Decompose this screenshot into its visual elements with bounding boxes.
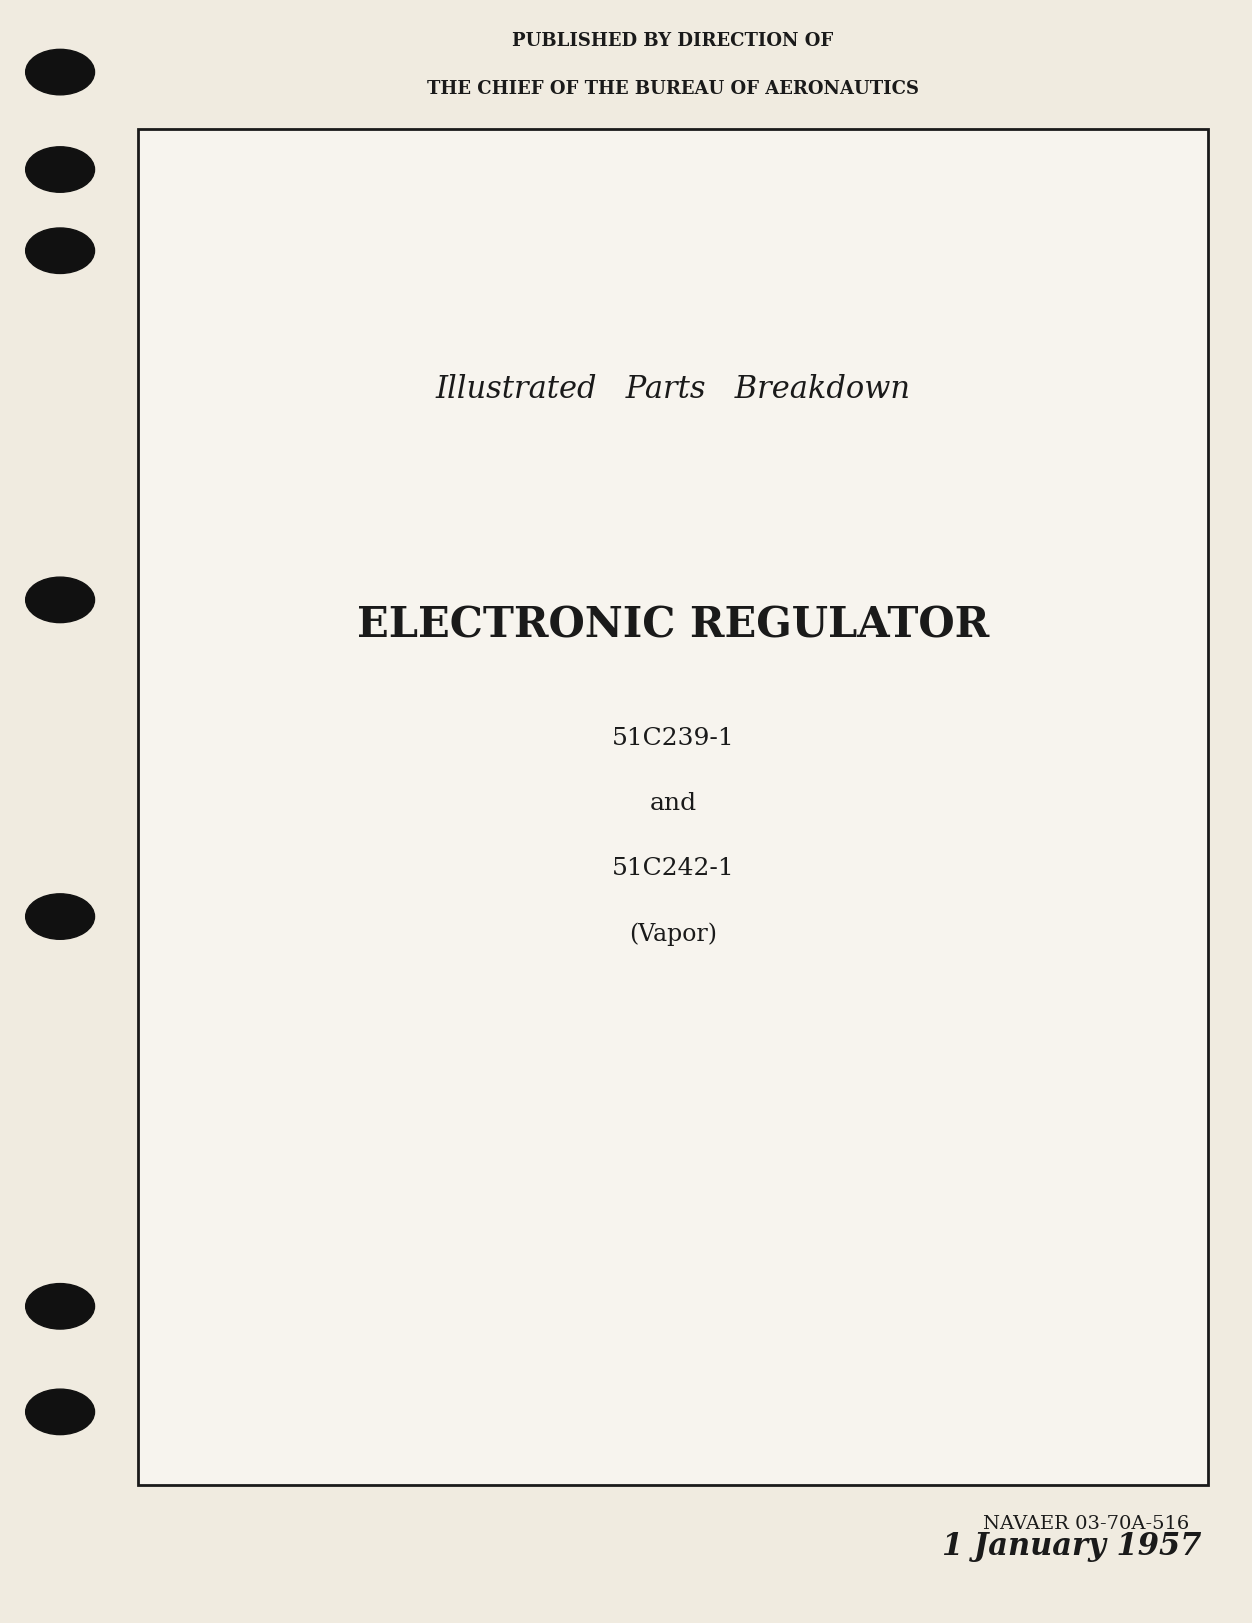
Text: (Vapor): (Vapor): [629, 922, 717, 945]
Ellipse shape: [25, 578, 95, 623]
Text: THE CHIEF OF THE BUREAU OF AERONAUTICS: THE CHIEF OF THE BUREAU OF AERONAUTICS: [427, 80, 919, 99]
Ellipse shape: [25, 148, 95, 193]
Text: 51C239-1: 51C239-1: [612, 727, 734, 750]
Text: PUBLISHED BY DIRECTION OF: PUBLISHED BY DIRECTION OF: [512, 31, 834, 50]
Text: and: and: [650, 792, 696, 815]
Ellipse shape: [25, 1284, 95, 1329]
Bar: [138, 130, 1208, 1485]
Ellipse shape: [25, 50, 95, 96]
Ellipse shape: [25, 1389, 95, 1435]
Text: Illustrated   Parts   Breakdown: Illustrated Parts Breakdown: [436, 373, 910, 406]
Text: 51C242-1: 51C242-1: [612, 857, 734, 880]
Text: 1 January 1957: 1 January 1957: [943, 1529, 1202, 1561]
Ellipse shape: [25, 229, 95, 274]
Text: NAVAER 03-70A-516: NAVAER 03-70A-516: [983, 1514, 1189, 1532]
Ellipse shape: [25, 894, 95, 940]
Text: ELECTRONIC REGULATOR: ELECTRONIC REGULATOR: [357, 604, 989, 646]
